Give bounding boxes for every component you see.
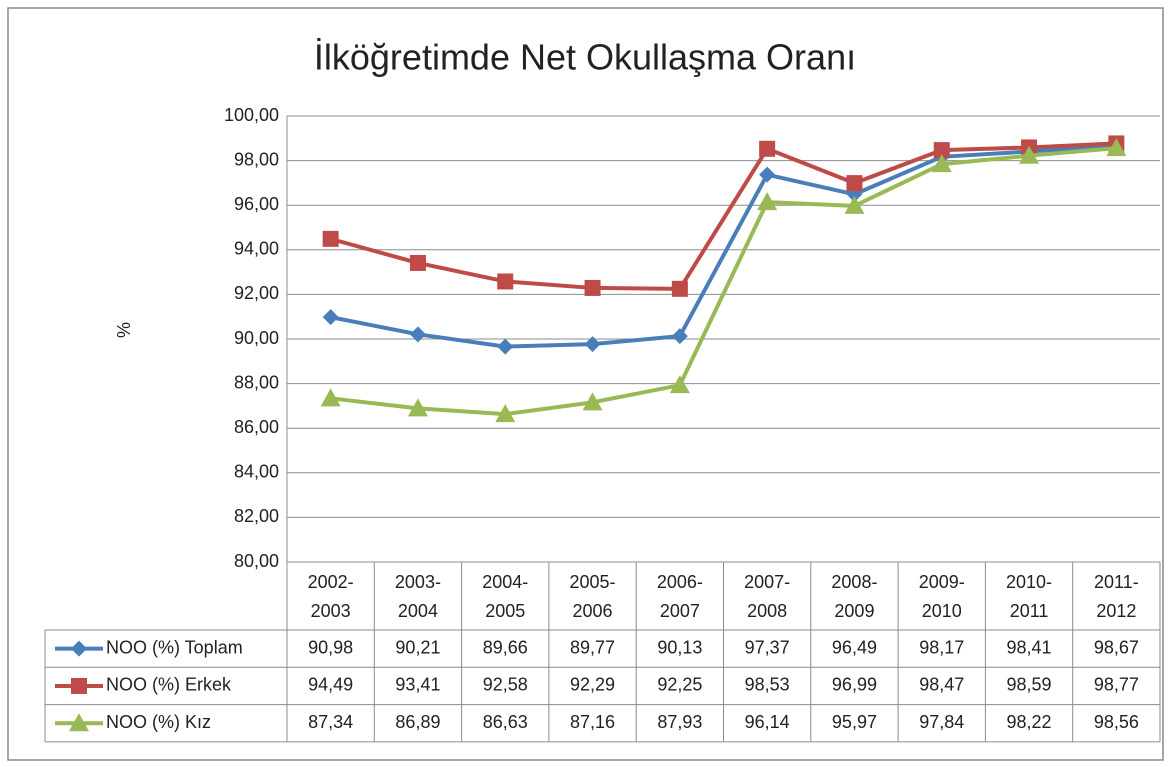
legend-marker: [71, 677, 87, 694]
y-tick-label: 94,00: [234, 239, 279, 259]
data-point: [846, 175, 863, 192]
x-tick-label: 2008-2009: [831, 572, 878, 621]
x-tick-label: 2003-2004: [394, 572, 441, 621]
table-value: 89,66: [483, 637, 528, 657]
table-value: 98,67: [1094, 637, 1139, 657]
table-value: 98,17: [919, 637, 964, 657]
table-value: 93,41: [395, 675, 440, 695]
table-value: 96,49: [832, 637, 877, 657]
data-point: [407, 398, 428, 417]
table-value: 86,63: [483, 712, 528, 732]
data-point: [671, 328, 688, 345]
table-value: 96,99: [832, 675, 877, 695]
data-point: [584, 336, 601, 353]
y-axis-label: %: [114, 322, 134, 338]
table-value: 98,59: [1007, 675, 1052, 695]
x-tick-label: 2005-2006: [569, 572, 616, 621]
data-point: [933, 142, 950, 159]
series-line: [330, 146, 1117, 417]
table-value: 94,49: [308, 675, 353, 695]
legend-marker: [71, 640, 87, 657]
table-value: 95,97: [832, 712, 877, 732]
legend-marker: [69, 713, 89, 732]
y-tick-label: 96,00: [234, 194, 279, 214]
data-point: [322, 309, 339, 326]
table-value: 87,16: [570, 712, 615, 732]
y-tick-label: 98,00: [234, 149, 279, 169]
table-value: 92,25: [657, 675, 702, 695]
table-value: 89,77: [570, 637, 615, 657]
x-tick-label: 2010-2011: [1006, 572, 1053, 621]
data-point: [759, 166, 776, 183]
table-value: 98,41: [1007, 637, 1052, 657]
y-tick-label: 88,00: [234, 372, 279, 392]
y-tick-label: 86,00: [234, 417, 279, 437]
table-value: 92,29: [570, 675, 615, 695]
data-point: [409, 254, 426, 271]
data-point: [1106, 138, 1127, 157]
table-value: 98,77: [1094, 675, 1139, 695]
y-tick-label: 92,00: [234, 283, 279, 303]
data-point: [931, 154, 952, 173]
y-tick-label: 100,00: [224, 105, 279, 125]
table-value: 97,84: [919, 712, 964, 732]
data-point: [844, 195, 865, 214]
table-value: 98,22: [1007, 712, 1052, 732]
y-tick-label: 82,00: [234, 506, 279, 526]
data-point: [757, 192, 778, 211]
data-point: [495, 404, 516, 423]
x-tick-label: 2004-2005: [482, 572, 529, 621]
data-point: [1019, 145, 1040, 164]
series-line: [330, 143, 1117, 349]
legend-label: NOO (%) Kız: [106, 712, 211, 732]
table-value: 96,14: [745, 712, 790, 732]
table-value: 87,93: [657, 712, 702, 732]
table-value: 86,89: [395, 712, 440, 732]
table-value: 90,98: [308, 637, 353, 657]
table-value: 98,56: [1094, 712, 1139, 732]
series-line: [330, 141, 1117, 291]
y-tick-label: 84,00: [234, 462, 279, 482]
y-tick-label: 80,00: [234, 551, 279, 571]
table-value: 90,13: [657, 637, 702, 657]
chart-title: İlköğretimde Net Okullaşma Oranı: [314, 37, 856, 78]
table-value: 98,53: [745, 675, 790, 695]
data-point: [497, 273, 514, 290]
data-point: [497, 338, 514, 355]
data-point: [322, 230, 339, 247]
x-tick-label: 2006-2007: [656, 572, 703, 621]
data-point: [582, 392, 603, 411]
legend-label: NOO (%) Erkek: [106, 675, 232, 695]
x-tick-label: 2011-2012: [1093, 572, 1139, 621]
table-value: 92,58: [483, 675, 528, 695]
x-tick-label: 2009-2010: [918, 572, 965, 621]
x-tick-label: 2002-2003: [307, 572, 354, 621]
table-value: 98,47: [919, 675, 964, 695]
legend-label: NOO (%) Toplam: [106, 637, 243, 657]
data-point: [759, 140, 776, 157]
data-point: [409, 326, 426, 343]
table-value: 97,37: [745, 637, 790, 657]
data-point: [584, 279, 601, 296]
data-point: [671, 280, 688, 297]
y-tick-label: 90,00: [234, 328, 279, 348]
table-value: 90,21: [395, 637, 440, 657]
data-point: [320, 388, 341, 407]
table-value: 87,34: [308, 712, 353, 732]
data-point: [669, 375, 690, 394]
x-tick-label: 2007-2008: [744, 572, 791, 621]
